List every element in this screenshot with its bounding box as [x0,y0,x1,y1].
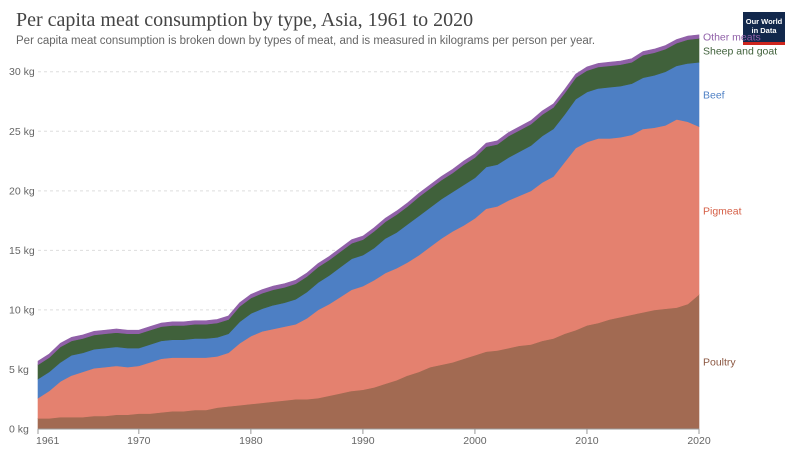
series-label-other[interactable]: Other meats [703,32,761,44]
y-tick-label: 15 kg [9,245,35,257]
series-label-poultry[interactable]: Poultry [703,357,736,369]
y-tick-label: 30 kg [9,66,35,78]
y-tick-label: 25 kg [9,126,35,138]
area-other[interactable] [37,34,700,366]
x-tick-label: 1980 [239,435,263,447]
chart-title: Per capita meat consumption by type, Asi… [16,9,474,31]
series-label-beef[interactable]: Beef [703,89,725,101]
logo-line-1: Our World [745,17,783,26]
y-tick-label: 20 kg [9,185,35,197]
x-tick-label: 2010 [575,435,599,447]
x-tick-label: 2000 [463,435,487,447]
x-tick-label: 1970 [127,435,151,447]
axes: 0 kg 5 kg 10 kg 15 kg 20 kg 25 kg 30 kg 1961 197… [9,66,711,447]
y-tick-label: 5 kg [9,364,29,376]
y-tick-label: 0 kg [9,424,29,436]
chart-subtitle: Per capita meat consumption is broken do… [16,35,596,47]
series-areas [37,34,700,430]
y-tick-label: 10 kg [9,304,35,316]
owid-logo[interactable]: Our World in Data [743,12,785,45]
x-tick-label: 2020 [687,435,711,447]
x-tick-label: 1961 [36,435,60,447]
series-label-pigmeat[interactable]: Pigmeat [703,205,742,217]
logo-line-2: in Data [751,26,777,35]
x-tick-label: 1990 [351,435,375,447]
series-label-sheep[interactable]: Sheep and goat [703,45,777,57]
